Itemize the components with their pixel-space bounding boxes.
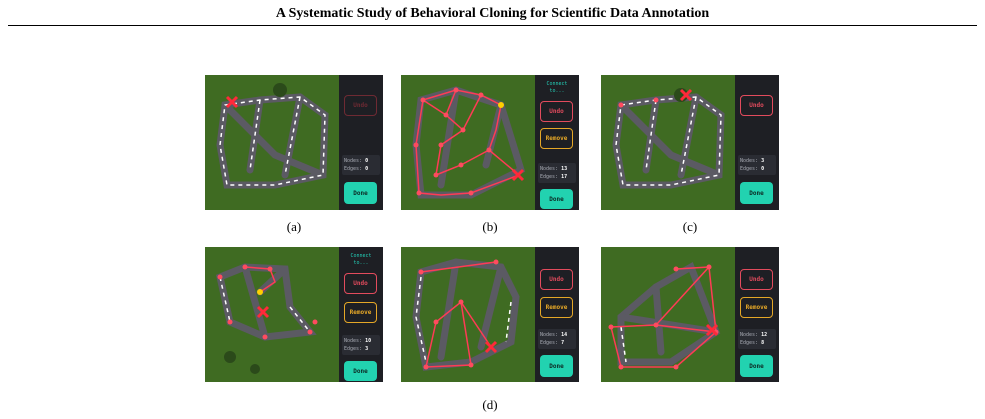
control-sidebar: Undo Remove Nodes: 12 Edges: 8 Done [735, 247, 779, 382]
remove-marker-icon [484, 340, 498, 354]
nodes-count: 0 [365, 158, 369, 164]
panel-d1: Connect to... Undo Remove Nodes: 10 Edge… [205, 247, 383, 382]
edges-count: 7 [561, 340, 565, 346]
nodes-label: Nodes: [740, 332, 759, 338]
stats-box: Nodes: 14 Edges: 7 [538, 329, 576, 349]
edges-label: Edges: [740, 166, 759, 172]
edges-count: 0 [365, 166, 369, 172]
control-sidebar: Undo Nodes: 3 Edges: 0 Done [735, 75, 779, 210]
done-button[interactable]: Done [344, 361, 377, 381]
nodes-count: 3 [761, 158, 765, 164]
nodes-count: 14 [561, 332, 568, 338]
undo-button[interactable]: Undo [540, 101, 573, 122]
connect-label: Connect to... [546, 81, 568, 94]
paper-title: A Systematic Study of Behavioral Cloning… [275, 6, 710, 21]
remove-marker-icon [679, 88, 693, 102]
done-button[interactable]: Done [540, 189, 573, 209]
remove-marker-icon [705, 323, 719, 337]
control-sidebar: Connect to... Undo Remove Nodes: 10 Edge… [339, 247, 383, 382]
done-button[interactable]: Done [740, 182, 773, 204]
map-canvas[interactable] [205, 247, 339, 382]
edges-label: Edges: [540, 340, 559, 346]
done-button[interactable]: Done [540, 355, 573, 377]
map-canvas[interactable] [205, 75, 339, 210]
nodes-count: 12 [761, 332, 768, 338]
remove-button[interactable]: Remove [344, 302, 377, 323]
caption-c: (c) [682, 219, 698, 234]
panel-d3: Undo Remove Nodes: 12 Edges: 8 Done [601, 247, 779, 382]
control-sidebar: Undo Nodes: 0 Edges: 0 Done [339, 75, 383, 210]
undo-button[interactable]: Undo [344, 95, 377, 116]
edges-label: Edges: [740, 340, 759, 346]
panel-a: Undo Nodes: 0 Edges: 0 Done [205, 75, 383, 210]
undo-button[interactable]: Undo [540, 269, 573, 290]
panel-d2: Undo Remove Nodes: 14 Edges: 7 Done [401, 247, 579, 382]
edges-label: Edges: [344, 166, 363, 172]
title-rule [8, 25, 977, 26]
remove-button[interactable]: Remove [540, 128, 573, 149]
edges-count: 8 [761, 340, 765, 346]
control-sidebar: Connect to... Undo Remove Nodes: 13 Edge… [535, 75, 579, 210]
edges-count: 0 [761, 166, 765, 172]
map-canvas[interactable] [601, 75, 735, 210]
stats-box: Nodes: 13 Edges: 17 [538, 163, 576, 183]
undo-button[interactable]: Undo [740, 95, 773, 116]
remove-marker-icon [256, 305, 270, 319]
panel-c: Undo Nodes: 3 Edges: 0 Done [601, 75, 779, 210]
nodes-label: Nodes: [344, 158, 363, 164]
remove-marker-icon [511, 168, 525, 182]
connect-label: Connect to... [350, 253, 372, 266]
edges-count: 3 [365, 346, 369, 352]
map-canvas[interactable] [401, 247, 535, 382]
caption-d: (d) [482, 397, 498, 412]
nodes-label: Nodes: [344, 338, 363, 344]
edges-label: Edges: [344, 346, 363, 352]
panel-b: Connect to... Undo Remove Nodes: 13 Edge… [401, 75, 579, 210]
stats-box: Nodes: 10 Edges: 3 [342, 335, 380, 355]
edges-label: Edges: [540, 174, 559, 180]
control-sidebar: Undo Remove Nodes: 14 Edges: 7 Done [535, 247, 579, 382]
caption-b: (b) [482, 219, 498, 234]
undo-button[interactable]: Undo [344, 273, 377, 294]
done-button[interactable]: Done [344, 182, 377, 204]
undo-button[interactable]: Undo [740, 269, 773, 290]
remove-button[interactable]: Remove [540, 297, 573, 318]
stats-box: Nodes: 0 Edges: 0 [342, 155, 380, 175]
nodes-count: 13 [561, 166, 568, 172]
map-canvas[interactable] [601, 247, 735, 382]
nodes-label: Nodes: [540, 166, 559, 172]
stats-box: Nodes: 12 Edges: 8 [738, 329, 776, 349]
nodes-label: Nodes: [740, 158, 759, 164]
remove-marker-icon [225, 95, 239, 109]
caption-a: (a) [286, 219, 302, 234]
remove-button[interactable]: Remove [740, 297, 773, 318]
done-button[interactable]: Done [740, 355, 773, 377]
nodes-count: 10 [365, 338, 372, 344]
nodes-label: Nodes: [540, 332, 559, 338]
stats-box: Nodes: 3 Edges: 0 [738, 155, 776, 175]
edges-count: 17 [561, 174, 568, 180]
map-canvas[interactable] [401, 75, 535, 210]
